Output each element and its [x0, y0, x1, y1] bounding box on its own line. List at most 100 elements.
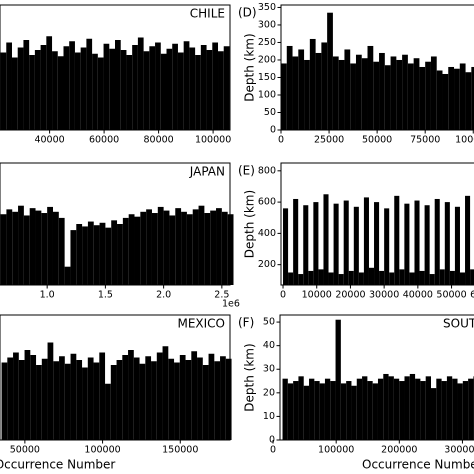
bar	[351, 385, 357, 440]
bar	[368, 267, 375, 285]
bar	[321, 42, 328, 131]
panel-label: JAPAN	[189, 165, 225, 179]
bar	[283, 208, 289, 285]
bar	[293, 381, 299, 440]
bar	[155, 42, 161, 130]
y-tick-label: 350	[258, 2, 276, 13]
panel-label: MEXICO	[177, 317, 225, 331]
bar	[0, 52, 7, 130]
bar	[434, 198, 440, 285]
bar	[384, 208, 390, 285]
bar	[92, 53, 98, 130]
x-tick-label: 20000	[335, 290, 365, 301]
x-tick-label: 2.5	[214, 290, 229, 301]
bar	[468, 378, 474, 440]
bar	[111, 220, 118, 285]
panel-label: (F)	[238, 316, 254, 330]
bar	[309, 378, 315, 440]
bar	[424, 205, 430, 285]
bar	[452, 378, 458, 440]
bar	[350, 63, 356, 130]
x-tick-label: 50000	[436, 290, 466, 301]
bar	[120, 50, 127, 130]
plot-area	[0, 36, 230, 130]
bar	[414, 200, 420, 285]
x-tick-label: 200000	[381, 445, 417, 456]
x-tick-label: 60000	[89, 135, 119, 146]
bar	[327, 12, 333, 131]
x-tick-label: 0	[278, 135, 284, 146]
bar	[146, 209, 152, 285]
y-tick-label: 300	[258, 19, 276, 30]
bar	[82, 367, 88, 440]
bar	[292, 56, 299, 130]
bar	[34, 50, 41, 130]
x-tick-label: 60000	[470, 290, 474, 301]
bar	[29, 208, 36, 285]
x-tick-label: 2.0	[156, 290, 171, 301]
bar	[323, 194, 329, 285]
bar	[168, 358, 175, 440]
bar	[24, 350, 31, 440]
bar	[23, 40, 30, 130]
bar	[282, 378, 288, 440]
bar	[367, 45, 374, 130]
y-tick-label: 400	[258, 228, 276, 239]
bar	[166, 48, 173, 130]
bar	[409, 272, 415, 285]
bar	[163, 210, 170, 285]
bar	[122, 217, 129, 285]
bar	[459, 272, 466, 285]
bar	[6, 209, 13, 285]
y-tick-label: 200	[258, 54, 276, 65]
bar	[457, 383, 463, 440]
bar	[29, 55, 35, 130]
bar	[343, 200, 349, 285]
bar	[444, 202, 450, 285]
bar	[47, 342, 54, 440]
bar	[429, 274, 435, 285]
bar	[404, 203, 410, 285]
y-tick-label: 0	[270, 125, 276, 136]
bar	[63, 46, 70, 130]
bar	[221, 211, 228, 285]
plot-area	[281, 12, 474, 131]
bar	[330, 381, 336, 440]
bar	[459, 63, 466, 130]
y-tick-label: 50	[264, 107, 276, 118]
bar	[134, 216, 141, 285]
bar	[6, 42, 12, 130]
bar	[470, 269, 474, 285]
region-label: SOUT	[443, 317, 474, 331]
bar	[52, 51, 58, 130]
bar	[313, 202, 319, 285]
bar	[47, 206, 53, 285]
x-tick-label: 100000	[455, 135, 474, 146]
bar	[195, 55, 201, 130]
bar	[70, 230, 77, 285]
bar	[181, 211, 187, 285]
bar	[338, 274, 344, 285]
plot-area	[282, 319, 474, 440]
bar	[442, 73, 449, 130]
x-tick-label: 1.5	[98, 290, 113, 301]
bar	[402, 54, 408, 130]
bar	[332, 56, 339, 130]
bar	[379, 52, 385, 130]
bar	[18, 360, 25, 440]
bar	[7, 357, 14, 440]
bar	[109, 48, 115, 130]
bar	[338, 59, 345, 131]
bar	[399, 269, 405, 285]
bar	[99, 352, 106, 440]
bar	[52, 211, 59, 285]
bar	[465, 195, 471, 285]
bar	[415, 378, 421, 440]
bar	[394, 195, 400, 285]
panel-label: CHILE	[190, 7, 225, 21]
x-tick-label: 40000	[34, 135, 64, 146]
bar	[441, 381, 447, 440]
plot-area	[283, 194, 474, 285]
x-tick-label: 50000	[362, 135, 392, 146]
panel-label: (D)	[238, 6, 257, 20]
